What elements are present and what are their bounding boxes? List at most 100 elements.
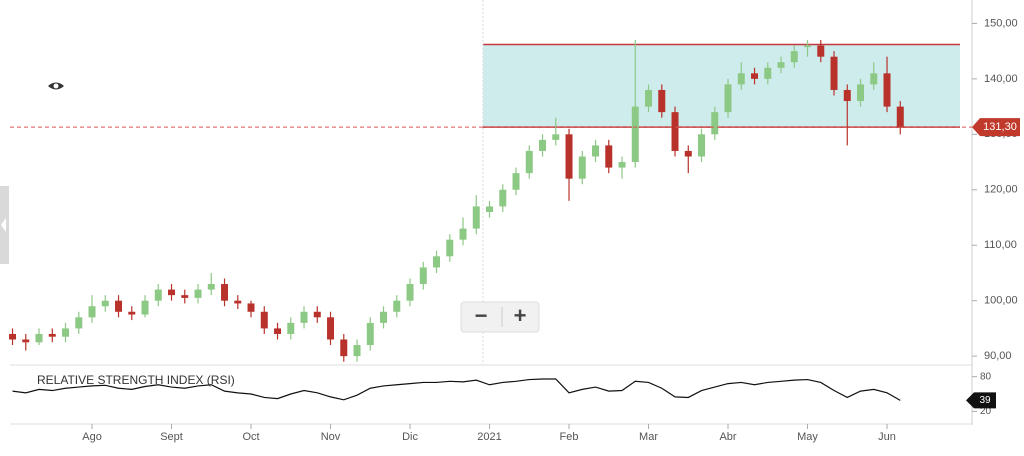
candle-body — [605, 145, 613, 168]
candle-body — [698, 134, 706, 157]
candle-body — [313, 311, 321, 318]
candle-body — [340, 339, 348, 357]
candle-body — [221, 284, 229, 301]
x-tick-label: Oct — [242, 431, 259, 443]
candle-body — [870, 73, 878, 85]
candle-body — [380, 311, 388, 323]
y-tick-label: 140,00 — [984, 73, 1018, 85]
candle-body — [777, 62, 785, 68]
candle-body — [181, 295, 189, 298]
candle-body — [764, 67, 772, 79]
candle-body — [48, 333, 56, 337]
y-tick-label: 90,00 — [984, 350, 1012, 362]
candle-body — [671, 112, 679, 151]
rsi-title: RELATIVE STRENGTH INDEX (RSI) — [37, 373, 235, 387]
candle-body — [843, 89, 851, 102]
visibility-icon[interactable] — [48, 82, 64, 90]
side-handle-arrow — [1, 218, 6, 232]
zoom-out[interactable]: − — [475, 303, 488, 328]
candle-body — [247, 303, 255, 312]
candle-body — [486, 206, 494, 212]
y-tick-label: 100,00 — [984, 295, 1018, 307]
candle-body — [790, 51, 798, 63]
candle-body — [115, 300, 123, 312]
candle-body — [260, 311, 268, 329]
range-zone — [482, 44, 960, 128]
candle-body — [300, 311, 308, 323]
candle-body — [592, 145, 600, 157]
candle-body — [128, 311, 136, 315]
zoom-controls: − + — [460, 301, 540, 333]
candle-body — [883, 73, 891, 107]
candle-body — [75, 317, 83, 329]
eye-pupil — [53, 83, 59, 89]
candle-body — [830, 56, 838, 90]
candle-body — [724, 84, 732, 113]
rsi-tick-label: 20 — [980, 406, 992, 417]
candle-body — [406, 284, 414, 301]
candle-body — [62, 328, 70, 337]
candle-body — [274, 328, 282, 334]
x-tick-label: Ago — [82, 431, 102, 443]
candle-body — [419, 267, 427, 285]
rsi-tick-label: 80 — [980, 371, 992, 382]
candle-body — [817, 45, 825, 57]
candle-body — [539, 139, 547, 151]
candle-body — [366, 322, 374, 346]
rsi-title-box — [25, 374, 267, 388]
candle-body — [525, 150, 533, 174]
candle-body — [711, 112, 719, 135]
x-tick-label: Feb — [560, 431, 579, 443]
candle-body — [645, 89, 653, 107]
x-tick-label: May — [797, 431, 818, 443]
candle-body — [512, 173, 520, 190]
candle-body — [327, 317, 335, 340]
candle-body — [446, 239, 454, 257]
candle-body — [552, 134, 560, 140]
x-tick-label: Nov — [321, 431, 341, 443]
candle-body — [804, 45, 812, 48]
candle-body — [857, 84, 865, 102]
candle-body — [472, 206, 480, 229]
candle-body — [234, 300, 242, 304]
candle-body — [154, 289, 162, 301]
candle-body — [751, 73, 759, 79]
candle-body — [9, 333, 17, 340]
candle-body — [896, 106, 904, 128]
rsi-last-tag — [966, 392, 996, 409]
y-tick-label: 110,00 — [984, 239, 1017, 251]
candle-body — [353, 345, 361, 357]
x-tick-label: Mar — [639, 431, 658, 443]
candle-body — [88, 306, 96, 318]
rsi-line — [12, 378, 901, 401]
candle-body — [459, 228, 467, 240]
candle-body — [631, 106, 639, 163]
rsi-last-label: 39 — [979, 395, 991, 406]
y-tick-label: 150,00 — [984, 17, 1018, 29]
candle-body — [207, 284, 215, 290]
candle-body — [168, 289, 176, 296]
candle-body — [737, 73, 745, 85]
y-tick-label: 120,00 — [984, 184, 1018, 196]
candle-body — [101, 300, 109, 307]
last-price-tag — [972, 118, 1020, 137]
candle-body — [565, 134, 573, 179]
zoom-box — [460, 301, 540, 333]
x-tick-label: Abr — [719, 431, 736, 443]
candle-body — [287, 322, 295, 334]
candle-body — [578, 156, 586, 179]
candle-body — [22, 339, 30, 343]
last-price-label: 131,30 — [983, 121, 1017, 133]
candle-body — [658, 89, 666, 113]
candle-body — [684, 150, 692, 157]
candle-body — [393, 300, 401, 312]
candle-body — [35, 333, 43, 343]
candle-body — [499, 189, 507, 207]
zoom-in[interactable]: + — [514, 303, 527, 328]
x-tick-label: Dic — [402, 431, 418, 443]
candle-body — [141, 300, 149, 315]
x-tick-label: Sept — [160, 431, 183, 443]
x-tick-label: 2021 — [477, 431, 501, 443]
x-tick-label: Jun — [878, 431, 896, 443]
